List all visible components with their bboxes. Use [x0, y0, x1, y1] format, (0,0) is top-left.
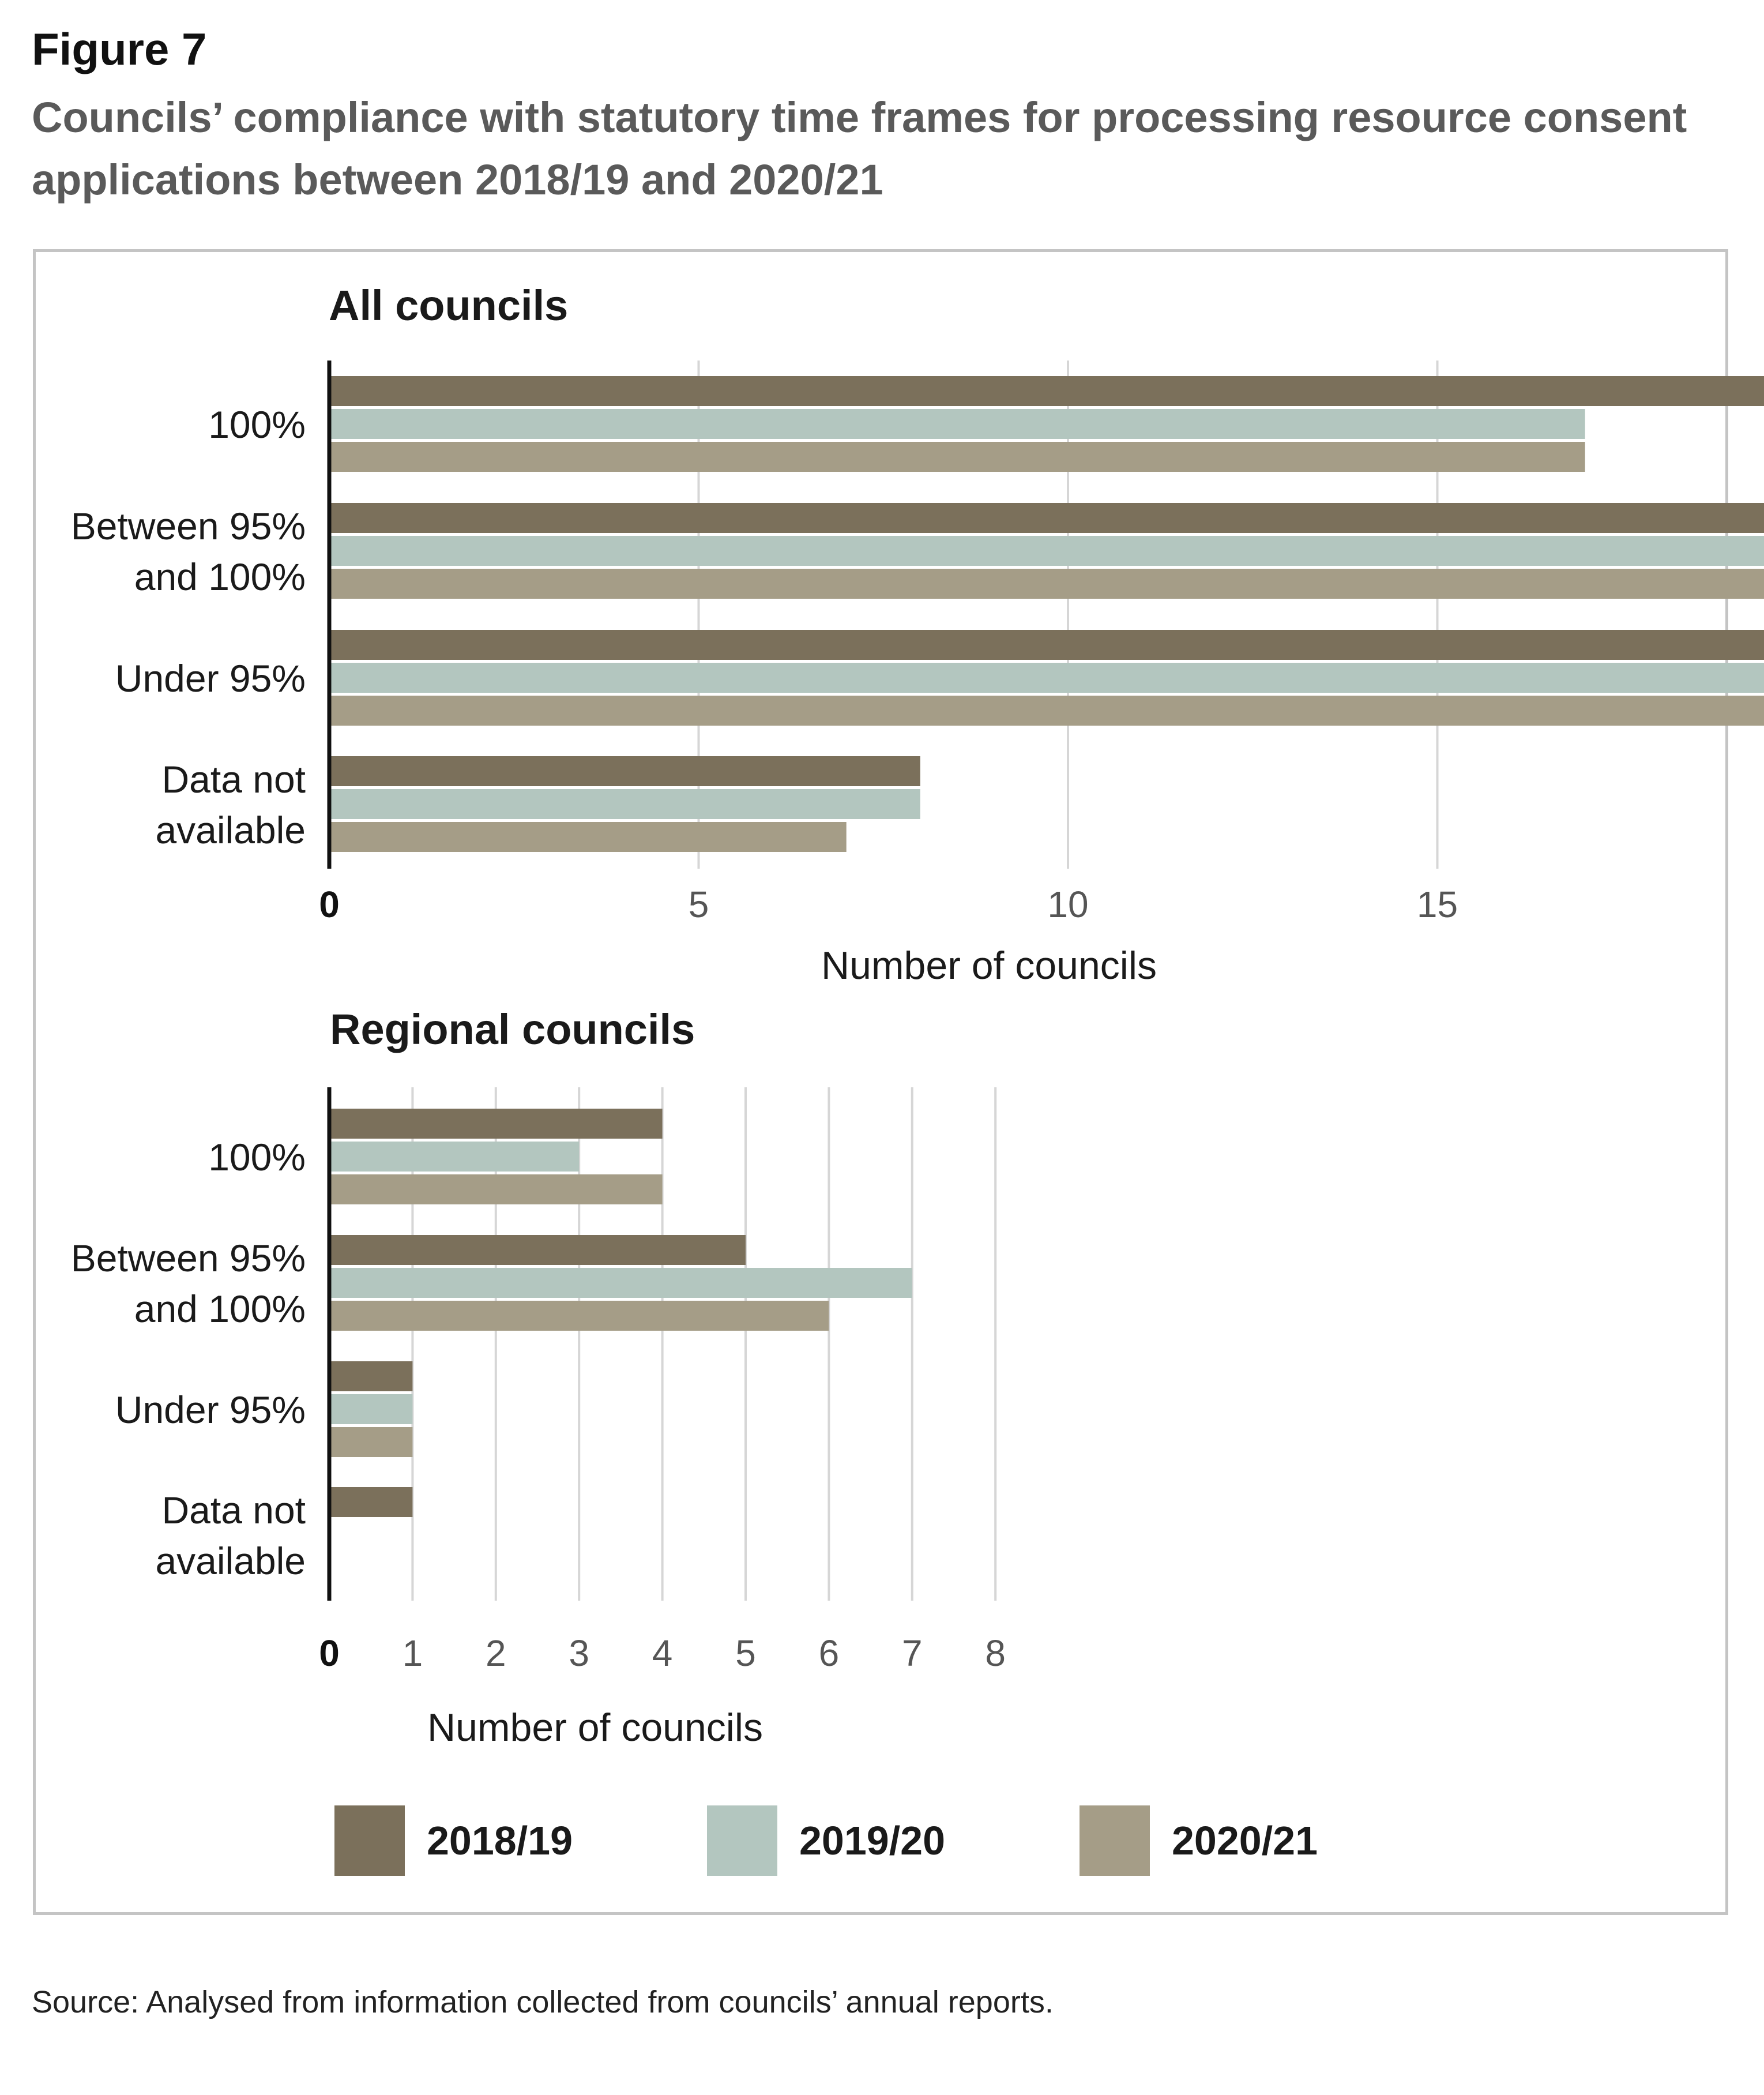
bar-0-3-2 — [329, 822, 847, 852]
category-label-1-3-0: Data not — [162, 1489, 306, 1531]
bar-0-3-1 — [329, 789, 920, 819]
legend-swatch-1 — [707, 1805, 777, 1876]
tick-label-1-6: 6 — [819, 1632, 840, 1674]
tick-label-1-0: 0 — [319, 1632, 340, 1674]
bar-0-2-0 — [329, 630, 1764, 660]
x-axis-label-1: Number of councils — [427, 1706, 763, 1749]
bar-1-0-1 — [329, 1142, 580, 1172]
tick-label-0-1: 5 — [689, 884, 709, 925]
bar-1-1-1 — [329, 1268, 912, 1298]
bar-1-0-2 — [329, 1174, 663, 1204]
bar-1-2-0 — [329, 1361, 413, 1391]
bar-0-1-1 — [329, 536, 1764, 566]
category-label-1-1-0: Between 95% — [71, 1237, 306, 1279]
tick-label-0-2: 10 — [1047, 884, 1088, 925]
bar-0-2-2 — [329, 696, 1764, 726]
bar-0-1-2 — [329, 569, 1764, 599]
bar-1-2-1 — [329, 1394, 413, 1424]
tick-label-1-7: 7 — [902, 1632, 923, 1674]
panel-title-0: All councils — [329, 281, 568, 329]
legend-swatch-0 — [334, 1805, 405, 1876]
source-note: Source: Analysed from information collec… — [32, 1985, 1054, 2019]
bar-0-1-0 — [329, 503, 1764, 533]
bar-1-1-2 — [329, 1301, 829, 1331]
category-label-1-3-1: available — [155, 1540, 306, 1582]
tick-label-1-3: 3 — [569, 1632, 589, 1674]
category-label-1-1-1: and 100% — [134, 1287, 306, 1330]
bar-1-0-0 — [329, 1109, 663, 1139]
panel-title-1: Regional councils — [330, 1005, 695, 1053]
tick-label-1-2: 2 — [486, 1632, 506, 1674]
tick-label-0-0: 0 — [319, 884, 340, 925]
bar-1-2-2 — [329, 1427, 413, 1457]
category-label-0-3-1: available — [155, 809, 306, 851]
tick-label-0-3: 15 — [1417, 884, 1458, 925]
category-label-0-0-0: 100% — [208, 403, 306, 446]
legend-label-2: 2020/21 — [1172, 1818, 1318, 1863]
chart-frame — [33, 249, 1728, 1915]
category-label-0-3-0: Data not — [162, 758, 306, 801]
tick-label-1-1: 1 — [403, 1632, 423, 1674]
legend-label-1: 2019/20 — [799, 1818, 945, 1863]
bar-0-0-2 — [329, 442, 1585, 472]
bar-0-3-0 — [329, 756, 920, 786]
x-axis-label-0: Number of councils — [821, 944, 1157, 988]
legend-swatch-2 — [1080, 1805, 1150, 1876]
tick-label-1-4: 4 — [652, 1632, 673, 1674]
figure-title: Councils’ compliance with statutory time… — [32, 93, 1687, 204]
bar-1-1-0 — [329, 1235, 746, 1265]
bar-1-3-0 — [329, 1487, 413, 1517]
figure-label: Figure 7 — [32, 24, 207, 74]
tick-label-1-5: 5 — [735, 1632, 756, 1674]
legend-label-0: 2018/19 — [427, 1818, 573, 1863]
category-label-0-1-1: and 100% — [134, 555, 306, 598]
category-label-1-2-0: Under 95% — [115, 1388, 306, 1431]
category-label-0-1-0: Between 95% — [71, 505, 306, 547]
tick-label-1-8: 8 — [985, 1632, 1006, 1674]
bar-0-2-1 — [329, 663, 1764, 693]
bar-0-0-0 — [329, 376, 1764, 406]
category-label-1-0-0: 100% — [208, 1136, 306, 1178]
category-label-0-2-0: Under 95% — [115, 657, 306, 700]
bar-0-0-1 — [329, 409, 1585, 439]
